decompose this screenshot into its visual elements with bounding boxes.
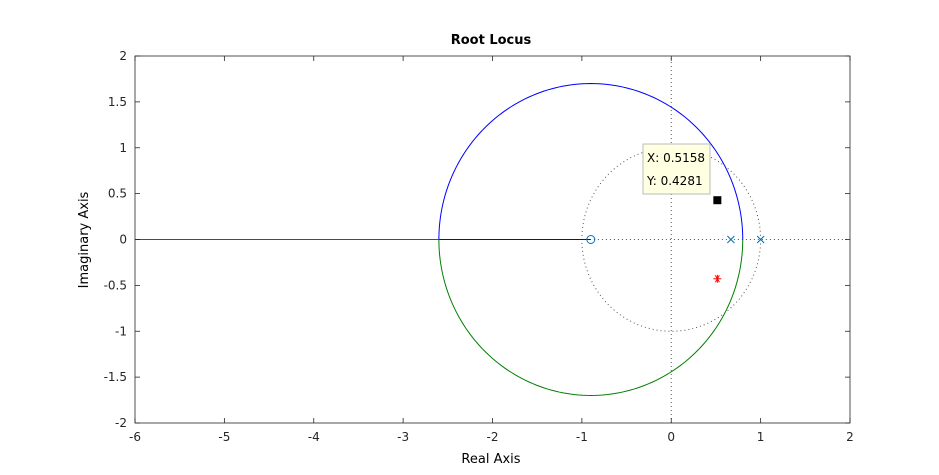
x-axis-title: Real Axis	[461, 452, 520, 467]
x-tick-label: 1	[757, 430, 765, 444]
selected-point-marker	[713, 196, 722, 205]
data-tip-x-value: X: 0.5158	[647, 151, 705, 165]
x-tick-label: 0	[667, 430, 675, 444]
zero-marker-1	[586, 235, 596, 244]
pole-x-stroke-b	[756, 235, 765, 244]
data-tip[interactable]: X: 0.5158 Y: 0.4281	[642, 143, 711, 195]
y-tick-label: 2	[119, 49, 127, 63]
y-tick-label: -2	[115, 416, 127, 430]
conjugate-pole-marker	[713, 274, 722, 283]
x-tick-label: -2	[487, 430, 499, 444]
y-tick-label: 0.5	[108, 187, 127, 201]
y-axis-title: Imaginary Axis	[77, 191, 92, 288]
y-tick-label: -1.5	[104, 370, 127, 384]
x-tick-label: 2	[846, 430, 854, 444]
pole-zero-markers	[586, 196, 765, 283]
locus-branch-arc-1	[438, 83, 744, 240]
locus-branches	[135, 83, 744, 396]
data-tip-y-value: Y: 0.4281	[646, 174, 703, 188]
x-tick-label: -4	[308, 430, 320, 444]
y-tick-label: 1.5	[108, 95, 127, 109]
pole-marker-1	[727, 235, 735, 244]
chart-title: Root Locus	[451, 33, 532, 48]
y-tick-label: -1	[115, 324, 127, 338]
y-tick-label: -0.5	[104, 278, 127, 292]
x-tick-label: -6	[129, 430, 141, 444]
data-tip-box	[642, 143, 711, 195]
locus-branch-arc-2	[438, 239, 744, 396]
x-tick-label: -1	[576, 430, 588, 444]
x-tick-label: -3	[397, 430, 409, 444]
y-tick-label: 1	[119, 141, 127, 155]
x-tick-label: -5	[218, 430, 230, 444]
pole-marker-2	[756, 235, 765, 244]
pole-x-stroke-b	[727, 235, 735, 244]
axis-ticks: -6 -5 -4 -3 -2 -1 0 1 2 -2 -1.5 -1 -0.5 0 0.5 1 1.5 2	[104, 49, 854, 444]
y-tick-label: 0	[119, 233, 127, 247]
